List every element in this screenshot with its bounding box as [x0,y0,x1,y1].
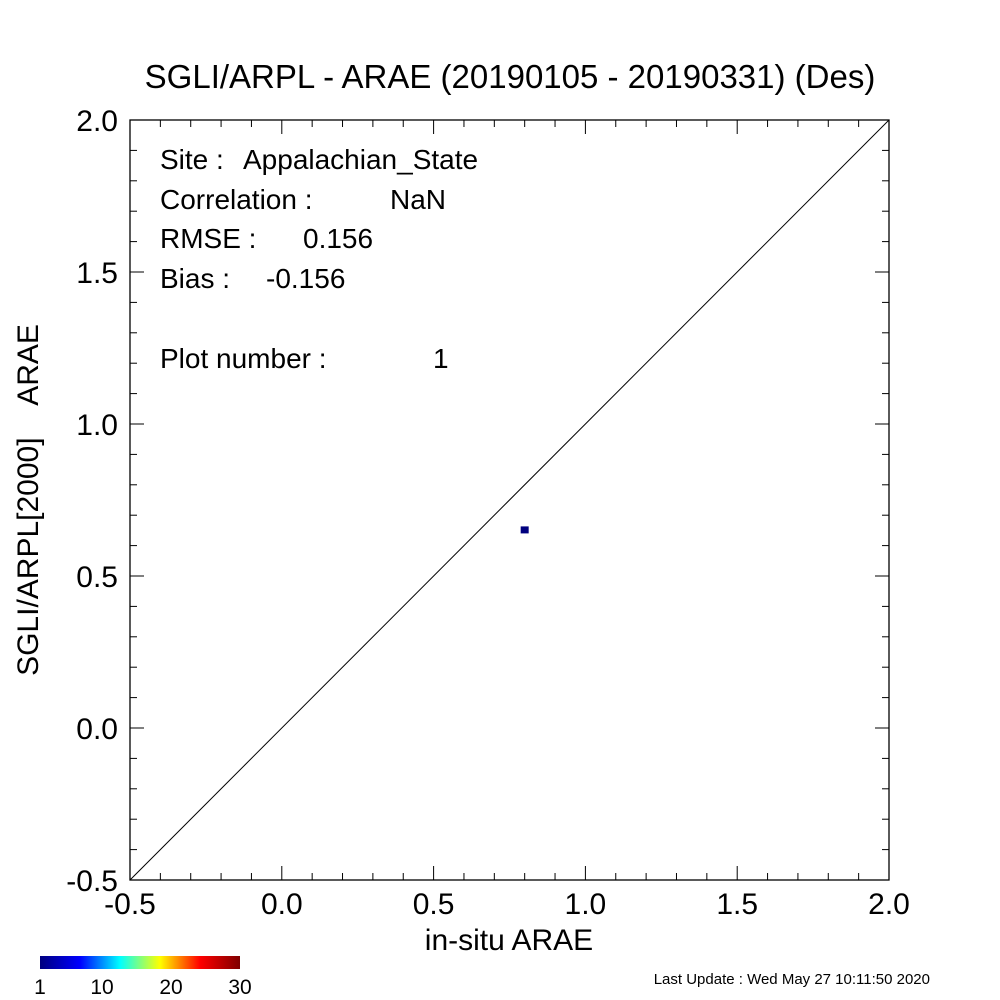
data-points [520,526,529,534]
colorbar-ticks: 1 10 20 30 [34,976,252,999]
stats-panel: Site : Appalachian_State Correlation : N… [160,144,478,374]
stat-correlation-value: NaN [390,184,446,215]
stat-site-label: Site : [160,144,224,175]
y-tick-label: 1.0 [76,409,118,442]
last-update: Last Update : Wed May 27 10:11:50 2020 [654,971,930,988]
chart-title: SGLI/ARPL - ARAE (20190105 - 20190331) (… [145,58,876,95]
y-axis-label: SGLI/ARPL[2000] ARAE [12,324,45,676]
y-tick-label: 2.0 [76,105,118,138]
stat-rmse-label: RMSE : [160,223,256,254]
x-tick-label: 2.0 [868,888,910,921]
stat-rmse-value: 0.156 [303,223,373,254]
one-to-one-line [129,119,890,881]
y-axis-ticks: -0.5 0.0 0.5 1.0 1.5 2.0 [66,105,889,898]
data-point [520,526,529,534]
x-tick-label: 0.5 [413,888,455,921]
minor-ticks [130,120,889,880]
plot-frame [129,119,890,881]
x-tick-label: 1.5 [716,888,758,921]
x-tick-label: 1.0 [565,888,607,921]
stat-bias-value: -0.156 [266,263,345,294]
stat-correlation-label: Correlation : [160,184,313,215]
x-axis-ticks: -0.5 0.0 0.5 1.0 1.5 2.0 [104,120,910,921]
stat-plot-number-value: 1 [433,343,449,374]
colorbar-tick-label: 1 [34,976,46,999]
stat-plot-number-label: Plot number : [160,343,327,374]
y-tick-label: 0.5 [76,561,118,594]
y-tick-label: 0.0 [76,713,118,746]
stat-bias-label: Bias : [160,263,230,294]
x-tick-label: 0.0 [261,888,303,921]
y-tick-label: -0.5 [66,865,118,898]
stat-site-value: Appalachian_State [243,144,478,175]
x-tick-label: -0.5 [104,888,156,921]
y-tick-label: 1.5 [76,257,118,290]
x-axis-label: in-situ ARAE [425,924,593,957]
colorbar-tick-label: 10 [90,976,113,999]
colorbar-tick-label: 20 [159,976,182,999]
colorbar [40,956,240,969]
colorbar-tick-label: 30 [228,976,251,999]
